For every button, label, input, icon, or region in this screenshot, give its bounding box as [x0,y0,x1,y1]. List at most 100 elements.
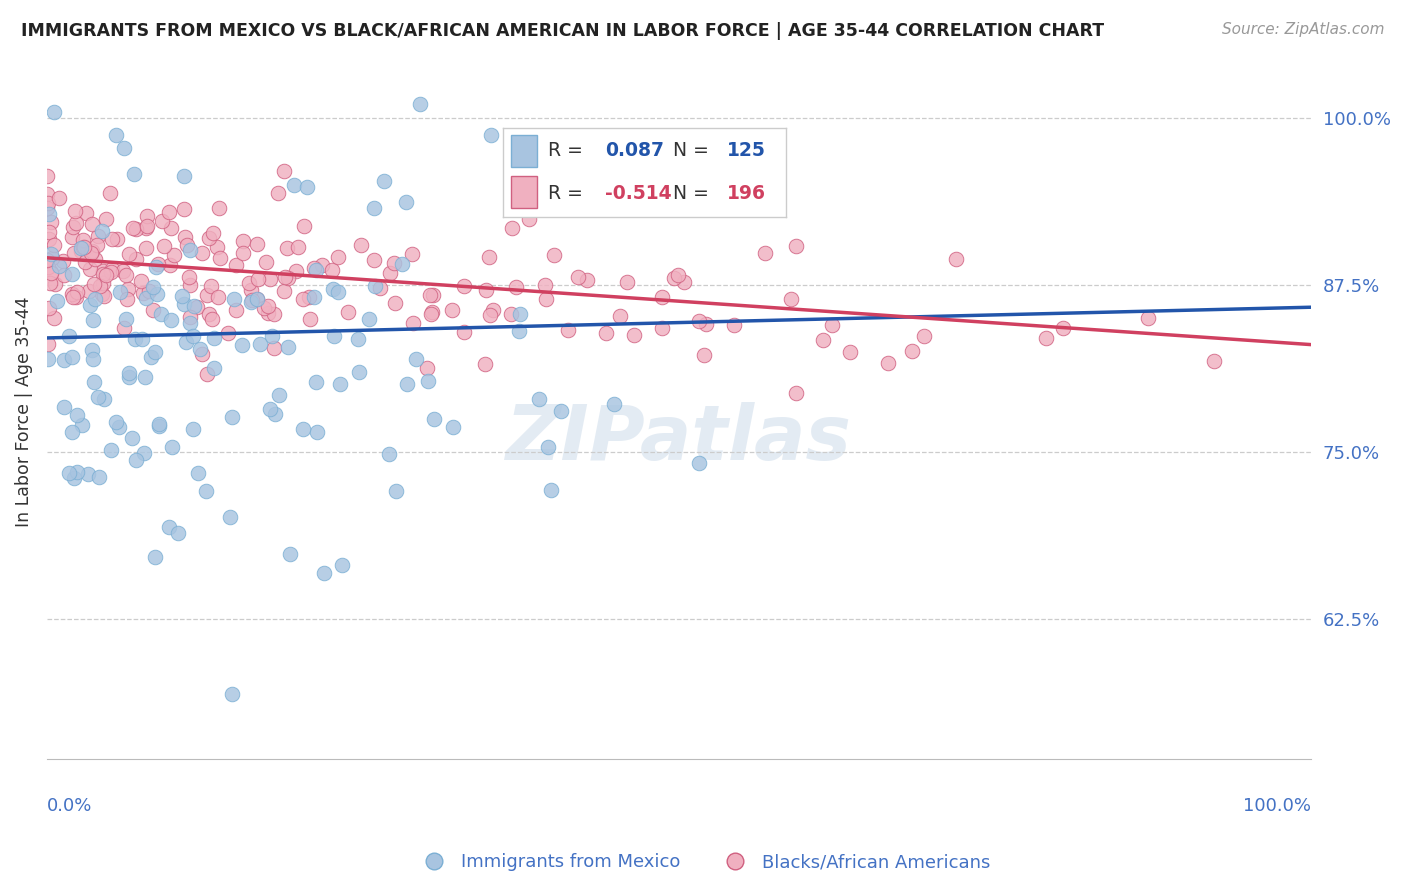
Text: N =: N = [672,141,714,160]
Text: 125: 125 [727,141,765,160]
Point [39,276,62,290]
Point [208,202,231,216]
Point [326,250,349,264]
Point [108,285,131,299]
Point [221,687,243,701]
Point [287,240,309,254]
Point [217,326,239,340]
Point [505,280,527,294]
Point [264,407,287,421]
Point [821,318,844,333]
Point [183,299,205,313]
Point [83,293,105,307]
Point [60,425,83,439]
Point [453,325,475,339]
Point [79,261,101,276]
Point [509,307,531,321]
Point [187,466,209,480]
Point [150,214,173,228]
Point [37,196,59,211]
Point [48,260,70,274]
Text: ZIPatlas: ZIPatlas [506,402,852,476]
Point [785,385,807,400]
Point [66,465,89,479]
Point [373,174,395,188]
Point [191,347,214,361]
Point [82,312,104,326]
Point [100,442,122,457]
Text: R =: R = [548,184,589,202]
Point [453,279,475,293]
Point [668,268,690,282]
Point [329,376,352,391]
Point [142,302,165,317]
Point [188,342,211,356]
Point [75,206,97,220]
Point [501,221,523,235]
Point [73,240,96,254]
Point [98,186,121,201]
Point [118,247,141,261]
Point [688,456,710,470]
Point [357,312,380,326]
Point [122,167,145,181]
Point [305,262,328,277]
Point [527,392,550,406]
Point [363,201,385,215]
Point [912,329,935,343]
Point [537,441,560,455]
Point [38,301,60,315]
Point [416,360,439,375]
Point [79,284,101,298]
Point [540,483,562,497]
Point [267,387,290,401]
Point [143,344,166,359]
Point [60,267,83,281]
Point [195,484,218,499]
Point [441,420,464,434]
Point [314,566,336,581]
Point [285,264,308,278]
Point [145,286,167,301]
Point [409,97,432,112]
Point [298,312,321,326]
Point [160,220,183,235]
Point [550,404,572,418]
Point [173,297,195,311]
Point [58,329,80,343]
Text: -0.514: -0.514 [605,184,671,202]
Text: IMMIGRANTS FROM MEXICO VS BLACK/AFRICAN AMERICAN IN LABOR FORCE | AGE 35-44 CORR: IMMIGRANTS FROM MEXICO VS BLACK/AFRICAN … [21,22,1104,40]
Point [82,343,104,357]
Point [623,328,645,343]
Point [60,287,83,301]
Point [91,264,114,278]
Point [688,314,710,328]
Point [65,216,87,230]
Point [93,289,115,303]
Point [326,285,349,299]
Point [100,265,122,279]
Point [278,548,301,562]
Point [779,292,801,306]
Point [385,483,408,498]
Point [876,356,898,370]
Point [179,310,201,324]
Point [125,452,148,467]
Point [672,275,695,289]
Point [368,281,391,295]
Text: 100.0%: 100.0% [1243,797,1312,815]
Point [557,323,579,337]
Text: 196: 196 [727,184,765,202]
Point [122,221,145,235]
Point [177,270,200,285]
Point [73,254,96,268]
Point [94,211,117,226]
Point [195,287,218,301]
Point [83,277,105,292]
Point [246,293,269,307]
Point [259,272,281,286]
Point [112,320,135,334]
Point [53,268,76,282]
Point [380,266,402,280]
Point [121,431,143,445]
